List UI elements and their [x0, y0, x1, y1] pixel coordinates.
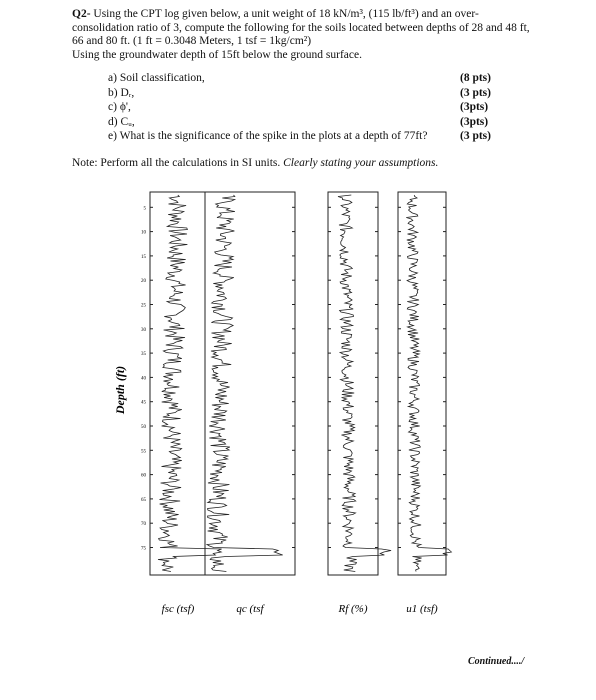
part: d) Cᵤ, [108, 116, 135, 128]
depth-tick-label: 25 [141, 304, 147, 309]
part-text: Soil classification, [119, 72, 205, 84]
panel-frame [149, 191, 296, 576]
part-text: ϕ', [119, 101, 131, 113]
depth-tick-label: 20 [141, 279, 147, 284]
note-emphasis: Clearly stating your assumptions. [283, 157, 439, 169]
depth-tick-label: 70 [141, 522, 147, 527]
depth-tick-label: 50 [141, 425, 147, 430]
depth-tick-label: 60 [141, 474, 147, 479]
part-text: What is the significance of the spike in… [119, 130, 428, 142]
groundwater: Using the groundwater depth of 15ft belo… [72, 48, 362, 61]
depth-tick-label: 40 [141, 376, 147, 381]
part-text: Dᵣ, [120, 86, 135, 99]
part: a) Soil classification, [108, 72, 205, 84]
part-label: d) [108, 115, 118, 128]
panel-frame [327, 191, 379, 576]
part-points: (8 pts) [460, 72, 491, 84]
depth-tick-label: 75 [141, 547, 147, 552]
depth-tick-label: 35 [141, 352, 147, 357]
note-text: Note: Perform all the calculations in SI… [72, 157, 281, 169]
part-label: c) [108, 101, 117, 113]
part-label: e) [108, 130, 117, 142]
part: b) Dᵣ, [108, 87, 134, 99]
depth-tick-label: 30 [141, 328, 147, 333]
part-label: a) [108, 72, 117, 84]
part-text: Cᵤ, [120, 115, 135, 128]
depth-tick-label: 45 [141, 401, 147, 406]
depth-tick-label: 15 [141, 255, 147, 260]
part-points: (3pts) [460, 101, 489, 113]
depth-tick-label: 55 [141, 449, 147, 454]
panel-label: fsc (tsf) [162, 603, 195, 615]
part-points: (3 pts) [460, 130, 491, 142]
trace [205, 194, 283, 572]
depth-tick-label: 10 [141, 231, 147, 236]
part-points: (3 pts) [460, 86, 491, 99]
question-number: Q2- [72, 8, 91, 20]
trace [406, 194, 453, 572]
note: Note: Perform all the calculations in SI… [72, 157, 438, 169]
intro-text: Using the CPT log given below, a unit we… [72, 8, 530, 47]
part: e) What is the significance of the spike… [108, 130, 427, 142]
panel-label: qc (tsf [236, 603, 265, 615]
y-label: Depth (ft) [113, 366, 127, 415]
depth-tick-label: 65 [141, 498, 147, 503]
panel-frame [397, 191, 447, 576]
depth-tick-label: 5 [144, 206, 147, 211]
panel-label: Rf (%) [337, 603, 367, 615]
part: c) ϕ', [108, 101, 131, 113]
trace [337, 194, 392, 572]
part-label: b) [108, 86, 118, 99]
trace [157, 194, 223, 572]
cpt-figure: Depth (ft) 5 10 15 20 25 30 35 40 45 50 55 60 65 70 75… [113, 191, 453, 615]
panel-label: u1 (tsf) [406, 603, 438, 615]
question-intro: Q2- Using the CPT log given below, a uni… [72, 8, 530, 62]
part-points: (3pts) [460, 115, 489, 128]
continued: Continued..../ [468, 656, 525, 667]
